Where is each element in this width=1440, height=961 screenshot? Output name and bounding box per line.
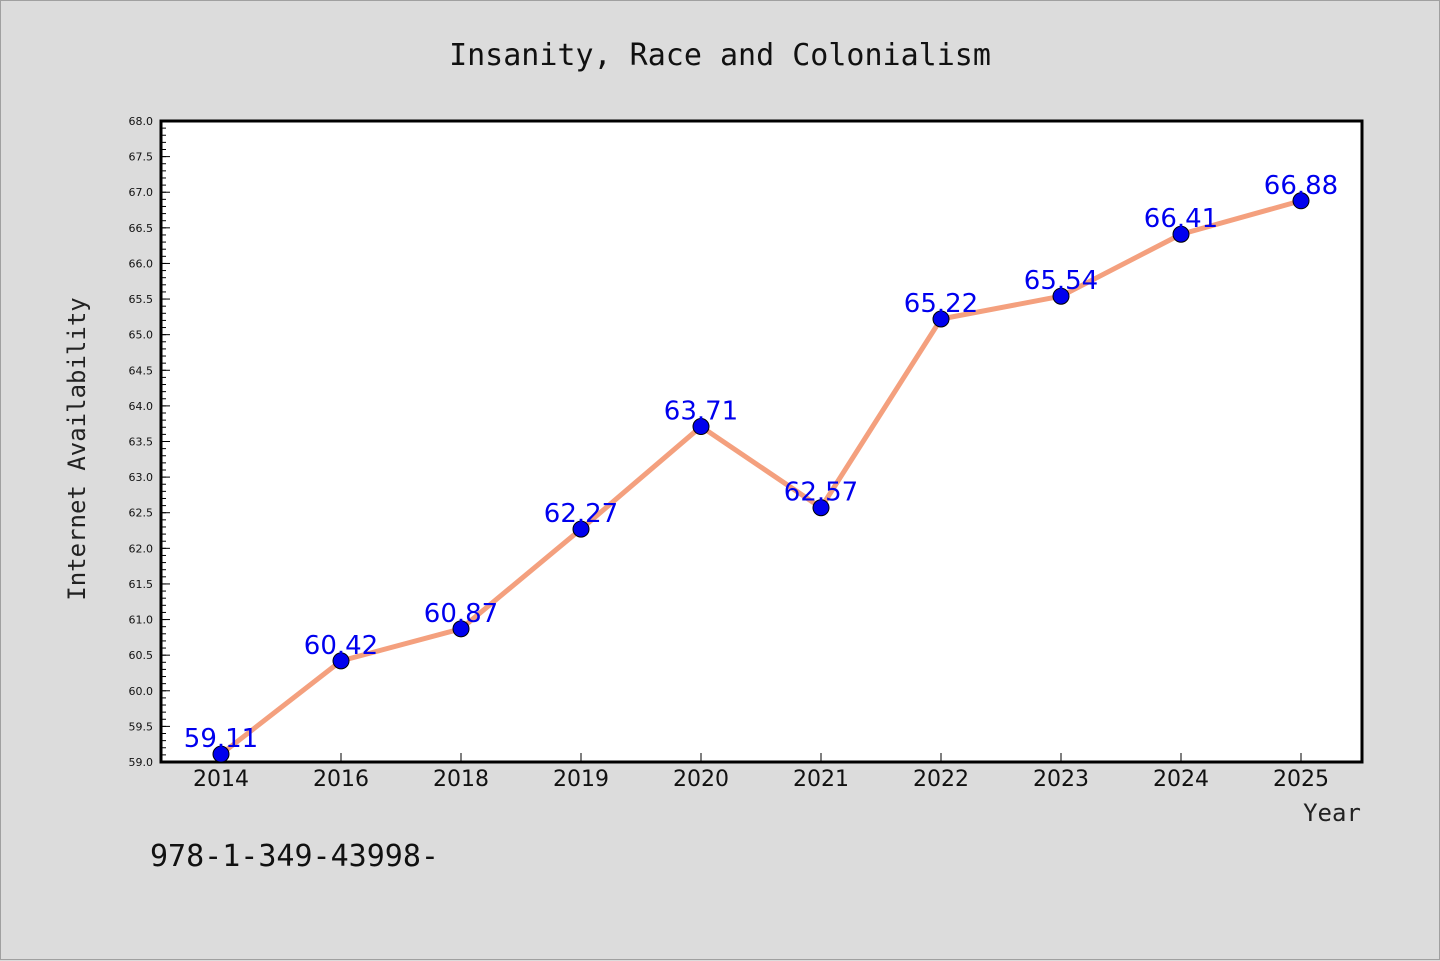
footnote: 978-1-349-43998-	[150, 839, 439, 874]
data-label: 65.22	[904, 289, 978, 319]
series-line-group	[212, 192, 1310, 763]
y-tick-label: 61.5	[129, 578, 154, 591]
data-point	[692, 418, 710, 436]
y-tick-label: 59.0	[129, 756, 154, 769]
y-tick-label: 67.5	[129, 151, 154, 164]
y-tick-label: 64.0	[129, 400, 154, 413]
data-point	[332, 652, 350, 670]
x-tick-label: 2024	[1153, 767, 1209, 792]
data-point	[452, 620, 470, 638]
y-tick-label: 59.5	[129, 720, 154, 733]
x-axis: 2014 2016 2018 2019 2020 2021 2022 2023 2024 2025	[193, 753, 1329, 792]
y-tick-label: 61.0	[129, 614, 154, 627]
data-labels: 59.11 60.42 60.87 62.27 63.71 62.57 65.22 65.54…	[184, 171, 1338, 754]
data-label: 60.42	[304, 631, 378, 661]
x-tick-label: 2019	[553, 767, 609, 792]
y-tick-label: 66.5	[129, 222, 154, 235]
y-axis: 59.0 59.5 60.0 60.5 61.0 61.5 62.0 62.5 63.0 63.5…	[129, 115, 170, 769]
x-tick-label: 2025	[1273, 767, 1329, 792]
data-point	[1052, 287, 1070, 305]
y-tick-label: 65.5	[129, 293, 154, 306]
series-line	[219, 198, 1302, 757]
y-tick-label: 60.0	[129, 685, 154, 698]
data-point	[1172, 225, 1190, 243]
data-point	[212, 745, 230, 763]
x-tick-label: 2014	[193, 767, 249, 792]
data-label: 66.88	[1264, 171, 1338, 201]
x-axis-label: Year	[1303, 799, 1361, 827]
y-tick-label: 65.0	[129, 329, 154, 342]
data-point	[1292, 192, 1310, 210]
y-tick-label: 67.0	[129, 186, 154, 199]
data-label: 65.54	[1024, 266, 1098, 296]
y-tick-label: 63.0	[129, 471, 154, 484]
x-tick-label: 2021	[793, 767, 849, 792]
data-label: 62.57	[784, 478, 858, 508]
y-tick-label: 63.5	[129, 436, 154, 449]
data-point	[812, 499, 830, 517]
data-point	[932, 310, 950, 328]
data-label: 63.71	[664, 397, 738, 427]
x-tick-label: 2022	[913, 767, 969, 792]
data-point	[572, 520, 590, 538]
data-label: 59.11	[184, 724, 258, 754]
data-label: 60.87	[424, 599, 498, 629]
y-tick-label: 66.0	[129, 257, 154, 270]
y-axis-label: Internet Availability	[63, 297, 91, 600]
x-tick-label: 2018	[433, 767, 489, 792]
x-tick-label: 2023	[1033, 767, 1089, 792]
x-tick-label: 2016	[313, 767, 369, 792]
y-tick-label: 60.5	[129, 649, 154, 662]
data-label: 62.27	[544, 499, 618, 529]
data-label: 66.41	[1144, 204, 1218, 234]
y-tick-label: 64.5	[129, 364, 154, 377]
y-tick-label: 62.0	[129, 542, 154, 555]
x-tick-label: 2020	[673, 767, 729, 792]
y-tick-label: 68.0	[129, 115, 154, 128]
chart-title: Insanity, Race and Colonialism	[449, 38, 991, 73]
y-tick-label: 62.5	[129, 507, 154, 520]
